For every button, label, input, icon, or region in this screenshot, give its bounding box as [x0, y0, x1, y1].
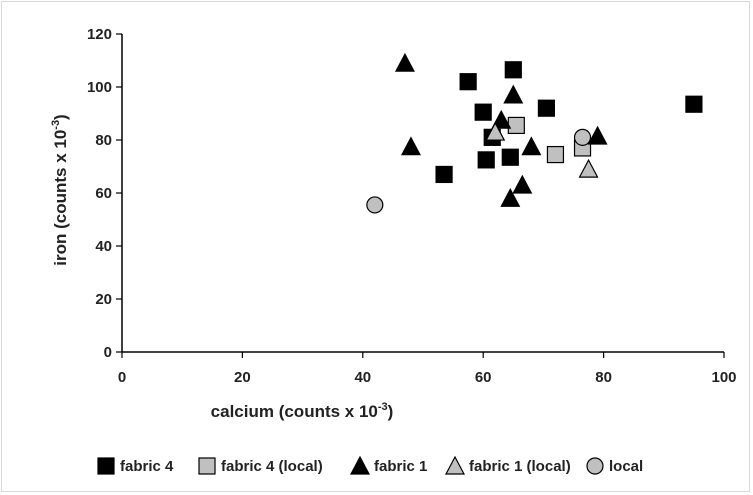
- legend-marker-fabric-1: [350, 455, 370, 475]
- point-fabric-4: [504, 61, 522, 79]
- point-fabric-1: [587, 125, 608, 145]
- x-tick-label: 60: [475, 369, 492, 386]
- point-fabric-1: [512, 174, 533, 194]
- x-tick-label: 100: [711, 369, 736, 386]
- point-fabric-4: [537, 99, 556, 117]
- legend-label-fabric-1: fabric 1: [374, 458, 427, 475]
- point-fabric-1: [521, 136, 542, 156]
- legend-label-local: local: [609, 458, 643, 475]
- legend-marker-local: [586, 457, 604, 475]
- x-tick-label: 0: [118, 369, 126, 386]
- y-tick-label: 60: [95, 185, 112, 202]
- legend-label-fabric-4: fabric 4: [120, 458, 174, 475]
- point-fabric-4: [685, 95, 703, 113]
- x-axis-title: calcium (counts x 10-3): [211, 401, 394, 421]
- point-fabric-4: [501, 148, 519, 166]
- legend-marker-fabric-1-local: [445, 455, 465, 475]
- x-tick-label: 80: [595, 369, 612, 386]
- point-fabric-4: [474, 103, 492, 121]
- legend-marker-fabric-4: [97, 457, 115, 475]
- point-fabric-4: [459, 73, 477, 91]
- legend: fabric 4 fabric 4 (local) fabric 1 fabric 1…: [97, 455, 643, 475]
- legend-label-fabric-4-local: fabric 4 (local): [221, 458, 323, 475]
- y-tick-label: 80: [95, 132, 112, 149]
- point-fabric-1: [500, 188, 521, 207]
- y-tick-label: 0: [104, 344, 112, 361]
- legend-label-fabric-1-local: fabric 1 (local): [469, 458, 571, 475]
- point-fabric-4: [477, 151, 495, 169]
- point-fabric-1: [400, 136, 421, 156]
- point-local: [573, 128, 592, 146]
- x-tick-label: 20: [234, 369, 251, 386]
- point-local: [366, 196, 384, 214]
- point-fabric-1-local: [485, 121, 506, 141]
- y-tick-label: 20: [95, 291, 112, 308]
- point-fabric-1: [394, 52, 415, 72]
- point-fabric-4-local: [546, 145, 565, 164]
- y-axis-title: iron (counts x 10-3): [50, 114, 70, 265]
- point-fabric-1: [503, 84, 524, 104]
- y-tick-label: 120: [87, 26, 112, 43]
- point-fabric-4-local: [507, 116, 525, 135]
- x-tick-label: 40: [354, 369, 371, 386]
- point-fabric-4: [435, 165, 453, 184]
- y-tick-label: 40: [95, 238, 112, 255]
- y-tick-label: 100: [87, 79, 112, 96]
- legend-marker-fabric-4-local: [198, 457, 216, 475]
- point-fabric-1: [491, 109, 512, 129]
- point-fabric-1-local: [578, 158, 599, 178]
